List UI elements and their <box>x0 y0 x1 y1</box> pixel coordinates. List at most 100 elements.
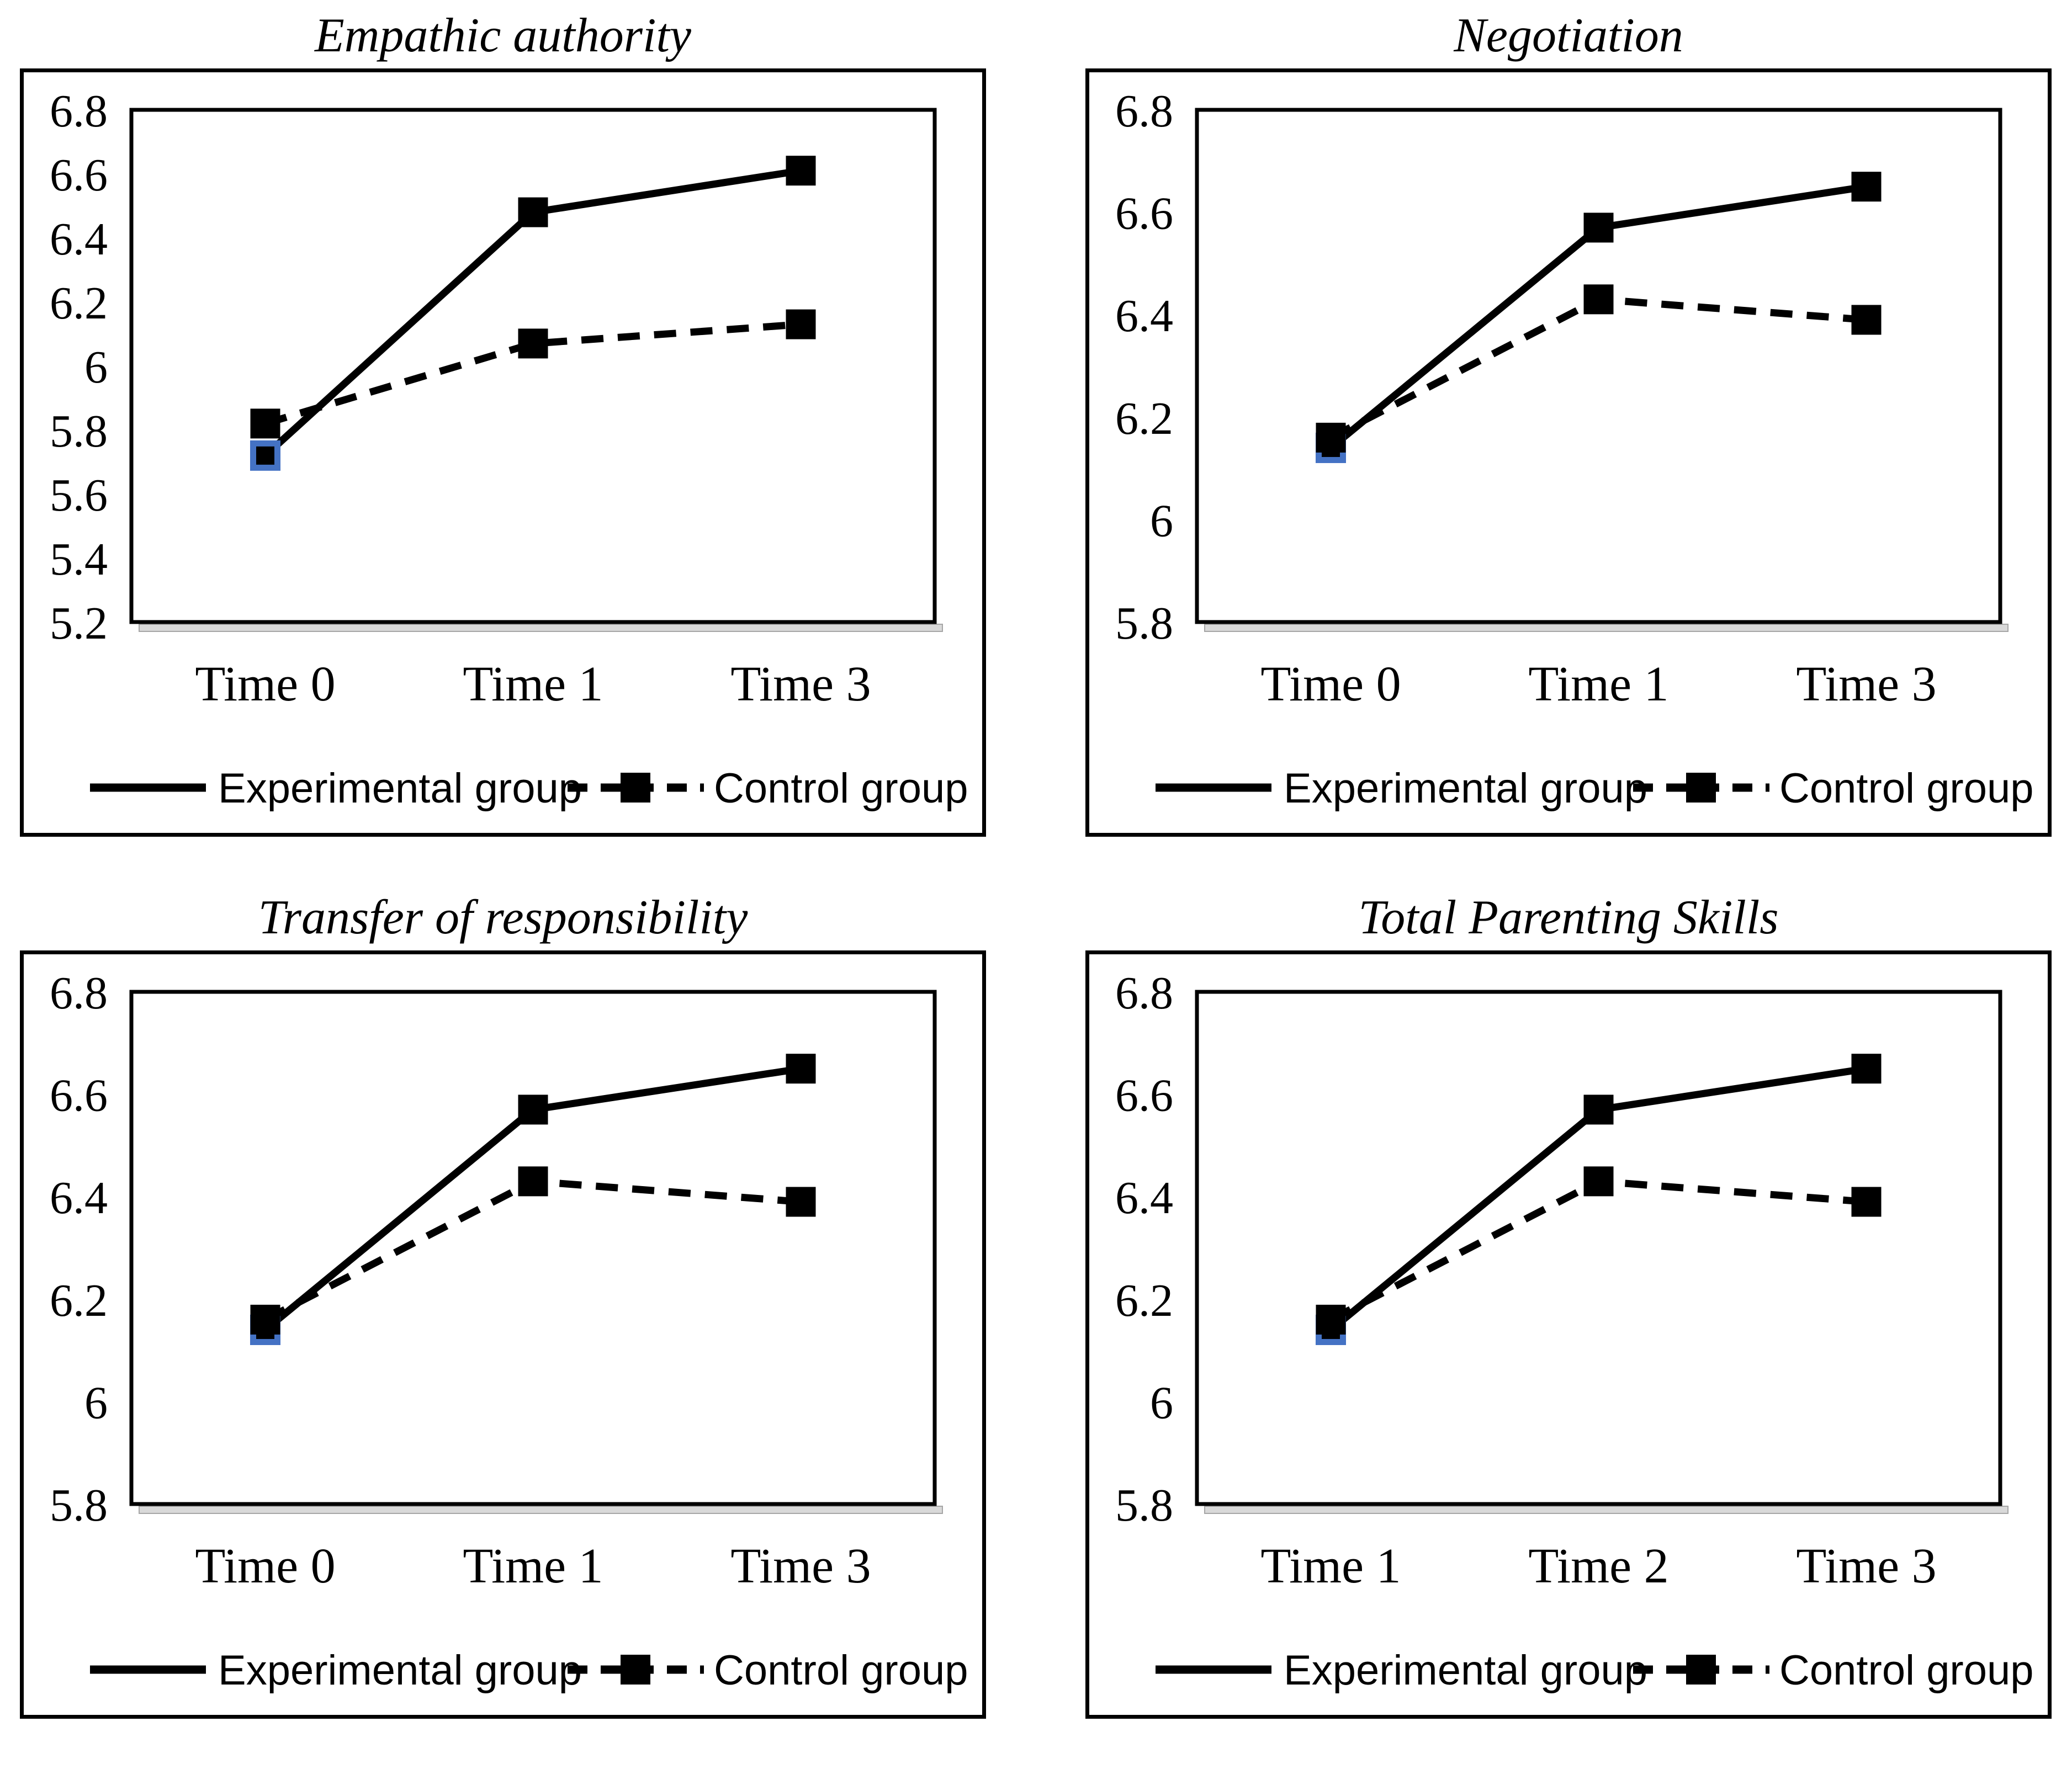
selected-data-point <box>250 440 280 471</box>
legend-label-control: Control group <box>1779 765 2034 812</box>
axis-shadow <box>1204 624 2009 632</box>
x-axis-label: Time 1 <box>463 1539 603 1593</box>
y-tick-label: 6.6 <box>50 150 108 201</box>
control-line <box>1329 295 1867 441</box>
chart-canvas-transfer-of-responsibility: 6.8 6.6 6.4 6.2 6 5.8 Time 0 Time 1 Time 3 Experi… <box>50 968 968 1694</box>
y-tick-label: 6.2 <box>50 278 108 329</box>
axis-shadow <box>1204 1506 2009 1514</box>
chart-title: Total Parenting Skills <box>1358 891 1779 944</box>
data-point-marker <box>518 197 548 227</box>
chart-panel: 6.8 6.6 6.4 6.2 6 5.8 Time 0 Time 1 Time 3 Experi… <box>20 950 986 1719</box>
data-point-marker <box>1316 422 1346 453</box>
chart-canvas-empathic-authority: 6.8 6.6 6.4 6.2 6 5.8 5.6 5.4 5.2 Time 0 Time 1 Tim… <box>50 86 968 812</box>
data-point-marker <box>1583 1166 1614 1197</box>
x-axis-label: Time 3 <box>1796 1539 1936 1593</box>
y-tick-label: 5.8 <box>1115 598 1173 649</box>
legend-label-experimental: Experimental group <box>1284 765 1647 812</box>
data-point-marker <box>1316 1304 1346 1335</box>
x-axis-label: Time 0 <box>1260 657 1401 711</box>
data-point-marker <box>786 309 816 339</box>
x-axis-label: Time 3 <box>730 657 871 711</box>
x-axis-label: Time 1 <box>1260 1539 1401 1593</box>
chart-group-transfer-of-responsibility: Transfer of responsibility 6.8 6.6 6.4 6.2 6… <box>20 885 986 1719</box>
chart-title: Negotiation <box>1454 9 1683 62</box>
axis-shadow <box>139 1506 943 1514</box>
axis-shadow <box>139 624 943 632</box>
legend-marker-control-square <box>1686 1655 1716 1685</box>
y-tick-label: 5.8 <box>50 1480 108 1531</box>
y-tick-label: 6.2 <box>1115 1275 1173 1326</box>
data-point-marker <box>786 1187 816 1217</box>
y-tick-label: 6.4 <box>1115 290 1173 342</box>
y-tick-label: 6.6 <box>50 1070 108 1122</box>
chart-group-empathic-authority: Empathic authority 6.8 6.6 6.4 6.2 6 5.8 5.6 5.… <box>20 3 986 837</box>
legend-marker-control-square <box>621 1655 650 1685</box>
chart-group-negotiation: Negotiation 6.8 6.6 6.4 6.2 6 5.8 Time 0 Time 1… <box>1085 3 2052 837</box>
y-tick-label: 6.4 <box>1115 1172 1173 1224</box>
data-point-marker <box>518 1166 548 1197</box>
data-point-marker <box>250 1304 280 1335</box>
y-tick-label: 5.8 <box>1115 1480 1173 1531</box>
plot-frame <box>1195 108 2002 624</box>
y-tick-label: 6.8 <box>50 86 108 137</box>
chart-title: Transfer of responsibility <box>258 891 748 944</box>
data-point-marker <box>518 1094 548 1125</box>
y-tick-label: 6.8 <box>1115 968 1173 1019</box>
y-tick-label: 5.4 <box>50 534 108 585</box>
data-point-marker <box>1851 172 1882 202</box>
y-tick-label: 6.6 <box>1115 1070 1173 1122</box>
x-axis-label: Time 0 <box>195 1539 335 1593</box>
legend-marker-control-square <box>1686 773 1716 803</box>
control-line <box>264 321 801 427</box>
y-tick-label: 5.2 <box>50 598 108 649</box>
legend-label-control: Control group <box>714 1647 968 1694</box>
data-point-marker <box>1851 1054 1882 1084</box>
x-axis-label: Time 3 <box>1796 657 1936 711</box>
data-point-marker <box>786 156 816 186</box>
x-axis-label: Time 1 <box>1528 657 1668 711</box>
x-axis-label: Time 2 <box>1528 1539 1668 1593</box>
legend-label-control: Control group <box>1779 1647 2034 1694</box>
y-tick-label: 6 <box>1150 1377 1173 1428</box>
x-axis-label: Time 0 <box>195 657 335 711</box>
x-axis-label: Time 3 <box>730 1539 871 1593</box>
plot-frame <box>1195 990 2002 1506</box>
chart-title: Empathic authority <box>315 9 691 62</box>
chart-panel: 6.8 6.6 6.4 6.2 6 5.8 5.6 5.4 5.2 Time 0 Time 1 Tim… <box>20 68 986 837</box>
chart-grid: Empathic authority 6.8 6.6 6.4 6.2 6 5.8 5.6 5.… <box>20 3 2052 1719</box>
data-point-marker <box>250 408 280 439</box>
y-tick-label: 6 <box>84 342 108 393</box>
y-tick-label: 6.2 <box>50 1275 108 1326</box>
data-point-marker <box>786 1054 816 1084</box>
chart-canvas-total-parenting-skills: 6.8 6.6 6.4 6.2 6 5.8 Time 1 Time 2 Time 3 Experi… <box>1115 968 2034 1694</box>
chart-panel: 6.8 6.6 6.4 6.2 6 5.8 Time 1 Time 2 Time 3 Experi… <box>1085 950 2052 1719</box>
data-point-marker <box>1851 305 1882 335</box>
data-point-marker <box>1583 284 1614 315</box>
chart-panel: 6.8 6.6 6.4 6.2 6 5.8 Time 0 Time 1 Time 3 Experi… <box>1085 68 2052 837</box>
data-point-marker <box>1583 212 1614 243</box>
legend-label-control: Control group <box>714 765 968 812</box>
y-tick-label: 5.8 <box>50 406 108 457</box>
y-tick-label: 5.6 <box>50 470 108 521</box>
data-point-marker <box>1851 1187 1882 1217</box>
legend-label-experimental: Experimental group <box>218 765 582 812</box>
chart-group-total-parenting-skills: Total Parenting Skills 6.8 6.6 6.4 6.2 6 5.8 T… <box>1085 885 2052 1719</box>
plot-frame <box>129 108 937 624</box>
legend-label-experimental: Experimental group <box>1284 1647 1647 1694</box>
y-tick-label: 6.2 <box>1115 393 1173 444</box>
plot-frame <box>129 990 937 1506</box>
legend-marker-control-square <box>621 773 650 803</box>
y-tick-label: 6.6 <box>1115 188 1173 240</box>
data-point-marker <box>518 328 548 359</box>
y-tick-label: 6.8 <box>50 968 108 1019</box>
control-line <box>263 1177 801 1323</box>
legend-label-experimental: Experimental group <box>218 1647 582 1694</box>
y-tick-label: 6.8 <box>1115 86 1173 137</box>
y-tick-label: 6.4 <box>50 1172 108 1224</box>
chart-canvas-negotiation: 6.8 6.6 6.4 6.2 6 5.8 Time 0 Time 1 Time 3 Experi… <box>1115 86 2034 812</box>
control-line <box>1329 1177 1867 1323</box>
y-tick-label: 6.4 <box>50 214 108 265</box>
y-tick-label: 6 <box>84 1377 108 1428</box>
x-axis-label: Time 1 <box>463 657 603 711</box>
data-point-marker <box>1583 1094 1614 1125</box>
